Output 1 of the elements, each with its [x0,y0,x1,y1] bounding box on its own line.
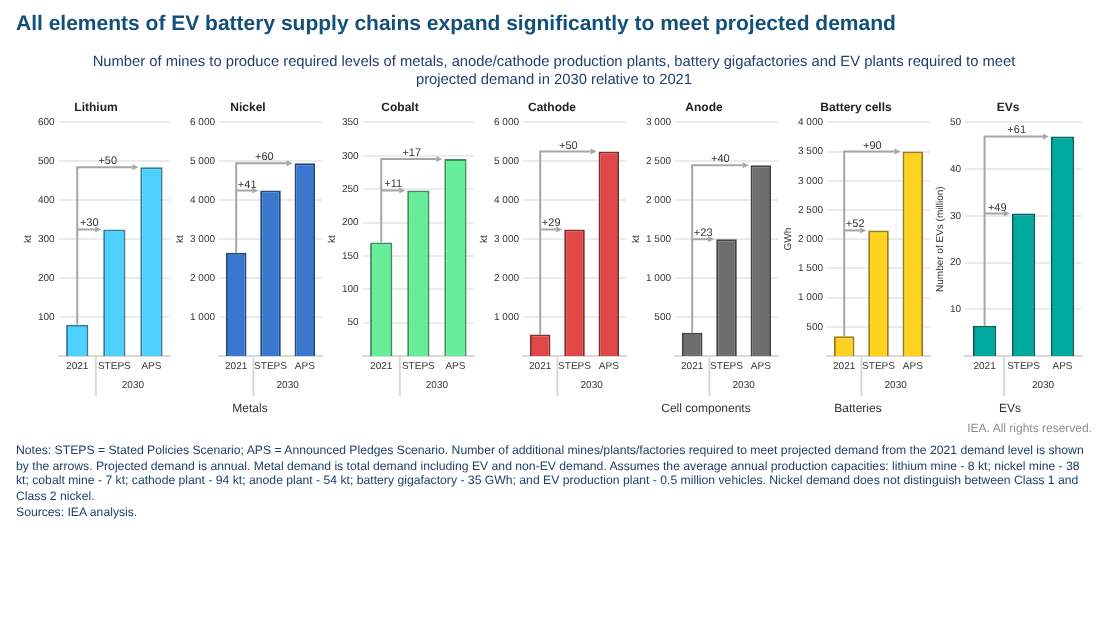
text: All elements of EV battery supply chains expand significantly to meet projected demand [16,12,898,36]
